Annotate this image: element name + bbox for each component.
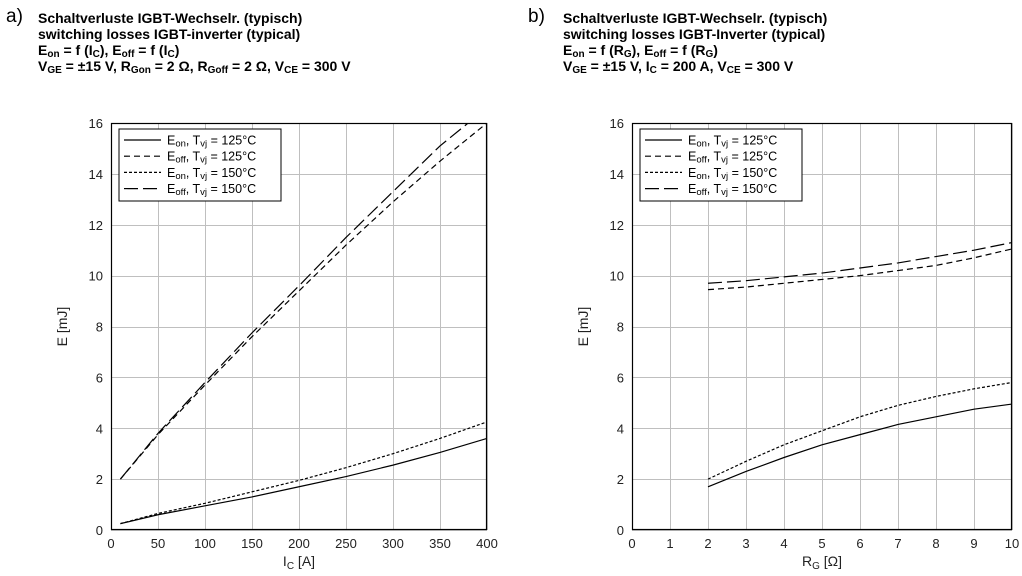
legend-label: Eoff, Tvj = 125°C	[688, 150, 777, 166]
x-tick-label: 2	[704, 536, 711, 551]
legend-label: Eoff, Tvj = 150°C	[167, 182, 256, 198]
legend-label: Eon, Tvj = 150°C	[688, 166, 777, 182]
chart-panel-b: b) Schaltverluste IGBT-Wechselr. (typisc…	[511, 0, 1022, 576]
series-line	[707, 248, 1012, 291]
plot-frame	[110, 122, 488, 531]
x-tick-label: 50	[151, 536, 165, 551]
series-group	[119, 123, 487, 525]
y-tick-label: 14	[610, 167, 624, 182]
x-tick-label: 200	[288, 536, 310, 551]
x-tick-label: 250	[335, 536, 357, 551]
x-tick-label: 150	[241, 536, 263, 551]
x-tick-label: 6	[856, 536, 863, 551]
panel-letter: a)	[6, 6, 23, 27]
x-tick-label: 10	[1005, 536, 1019, 551]
chart-panel-a: a) Schaltverluste IGBT-Wechselr. (typisc…	[6, 6, 498, 572]
y-tick-label: 12	[610, 218, 624, 233]
x-axis-label: IC [A]	[283, 553, 315, 572]
header-line-4: VGE = ±15 V, IC = 200 A, VCE = 300 V	[563, 58, 794, 76]
chart-header: Schaltverluste IGBT-Wechselr. (typisch) …	[38, 10, 351, 76]
y-tick-label: 8	[96, 320, 103, 335]
series-line	[120, 437, 487, 525]
x-tick-label: 100	[194, 536, 216, 551]
header-line-1: Schaltverluste IGBT-Wechselr. (typisch)	[38, 10, 303, 26]
series-line	[707, 403, 1012, 488]
x-tick-label: 3	[742, 536, 749, 551]
x-axis-label: RG [Ω]	[802, 553, 842, 572]
x-tick-label: 7	[894, 536, 901, 551]
legend-label: Eon, Tvj = 150°C	[167, 166, 256, 182]
x-tick-label: 8	[932, 536, 939, 551]
y-tick-label: 10	[610, 269, 624, 284]
series-line	[119, 123, 470, 480]
y-tick-label: 16	[89, 116, 103, 131]
y-tick-label: 16	[610, 116, 624, 131]
legend-label: Eon, Tvj = 125°C	[688, 134, 777, 150]
y-tick-label: 2	[617, 472, 624, 487]
panel-letter: b)	[528, 6, 545, 27]
y-axis-label: E [mJ]	[54, 307, 70, 347]
x-tick-label: 0	[628, 536, 635, 551]
x-tick-label: 0	[107, 536, 114, 551]
y-tick-label: 0	[96, 523, 103, 538]
x-tick-label: 9	[970, 536, 977, 551]
x-tick-label: 4	[780, 536, 787, 551]
legend-label: Eoff, Tvj = 150°C	[688, 182, 777, 198]
header-line-1: Schaltverluste IGBT-Wechselr. (typisch)	[563, 10, 828, 26]
series-group	[707, 241, 1012, 488]
legend-label: Eoff, Tvj = 125°C	[167, 150, 256, 166]
header-line-2: switching losses IGBT-inverter (typical)	[38, 26, 301, 42]
series-line	[120, 421, 487, 525]
series-line	[119, 123, 487, 480]
header-line-3: Eon = f (RG), Eoff = f (RG)	[563, 42, 718, 60]
y-tick-label: 4	[617, 421, 624, 436]
y-tick-label: 2	[96, 472, 103, 487]
series-line	[707, 381, 1012, 480]
y-tick-label: 4	[96, 421, 103, 436]
header-line-4: VGE = ±15 V, RGon = 2 Ω, RGoff = 2 Ω, VC…	[38, 58, 351, 76]
y-tick-label: 10	[89, 269, 103, 284]
x-tick-label: 400	[476, 536, 498, 551]
header-line-2: switching losses IGBT-Inverter (typical)	[563, 26, 826, 42]
plot-frame	[631, 122, 1013, 531]
header-line-3: Eon = f (IC), Eoff = f (IC)	[38, 42, 180, 60]
x-tick-label: 1	[666, 536, 673, 551]
y-tick-label: 0	[617, 523, 624, 538]
y-tick-label: 6	[96, 370, 103, 385]
y-tick-label: 6	[617, 370, 624, 385]
y-axis-label: E [mJ]	[575, 307, 591, 347]
x-tick-label: 300	[382, 536, 404, 551]
chart-svg: 0 50 100 150 200 250 300 350 400 0 2 4 6 8 10 12 14 16 IC …	[54, 116, 498, 572]
legend-label: Eon, Tvj = 125°C	[167, 134, 256, 150]
x-tick-label: 5	[818, 536, 825, 551]
y-tick-label: 8	[617, 320, 624, 335]
y-tick-label: 12	[89, 218, 103, 233]
series-line	[707, 241, 1012, 284]
chart-header: Schaltverluste IGBT-Wechselr. (typisch) …	[563, 10, 828, 76]
x-tick-label: 350	[429, 536, 451, 551]
y-tick-label: 14	[89, 167, 103, 182]
